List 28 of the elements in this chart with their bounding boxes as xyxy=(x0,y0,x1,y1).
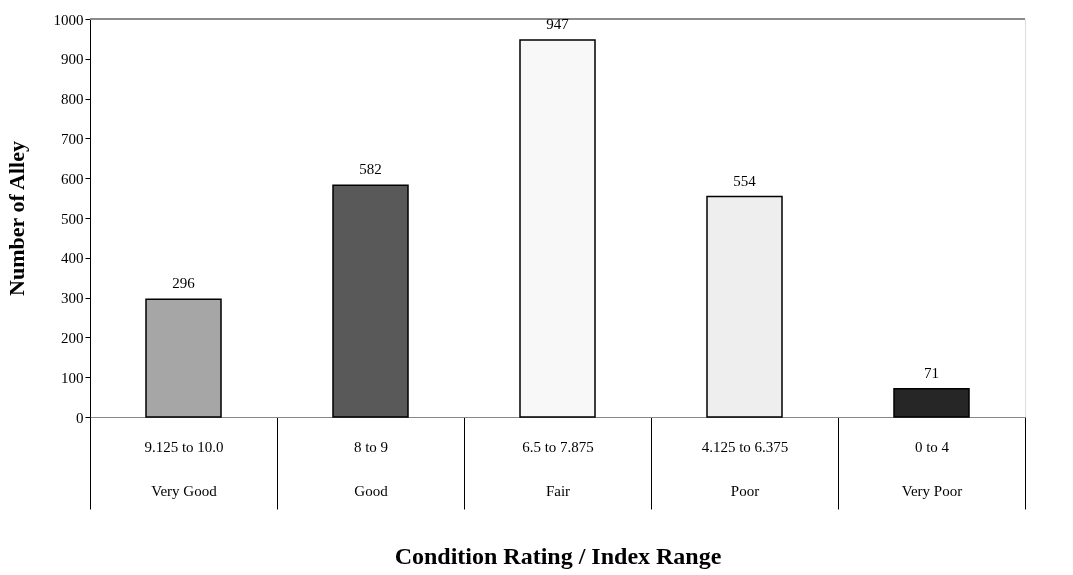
category-label: 9.125 to 10.0 Very Good xyxy=(144,438,224,499)
y-tick-label: 300 xyxy=(61,290,84,307)
y-tick-label: 800 xyxy=(61,91,84,108)
category-label: 6.5 to 7.875 Fair xyxy=(522,438,594,499)
bar xyxy=(332,184,409,418)
data-label: 947 xyxy=(546,16,570,33)
x-axis-title: Condition Rating / Index Range xyxy=(394,543,722,569)
data-label: 71 xyxy=(924,364,939,381)
data-label: 296 xyxy=(172,275,196,292)
y-tick-label: 700 xyxy=(61,130,84,147)
y-tick-label: 200 xyxy=(61,329,84,346)
category-label: 8 to 9 Good xyxy=(353,438,389,499)
bar xyxy=(519,39,596,418)
y-tick-label: 900 xyxy=(61,51,84,68)
category-label: 0 to 4 Very Poor xyxy=(901,438,963,499)
y-tick-label: 600 xyxy=(61,170,84,187)
category-label: 4.125 to 6.375 Poor xyxy=(701,438,789,499)
y-tick-label: 0 xyxy=(76,409,84,426)
y-tick-label: 400 xyxy=(61,250,84,267)
y-tick-label: 500 xyxy=(61,210,84,227)
data-label: 582 xyxy=(359,161,382,178)
y-tick-label: 100 xyxy=(61,369,84,386)
data-label: 554 xyxy=(733,172,757,189)
y-axis-title: Number of Alley xyxy=(3,141,29,296)
bar xyxy=(893,387,970,418)
bar xyxy=(706,195,783,418)
bar xyxy=(145,298,222,418)
y-tick-label: 1000 xyxy=(53,11,84,28)
